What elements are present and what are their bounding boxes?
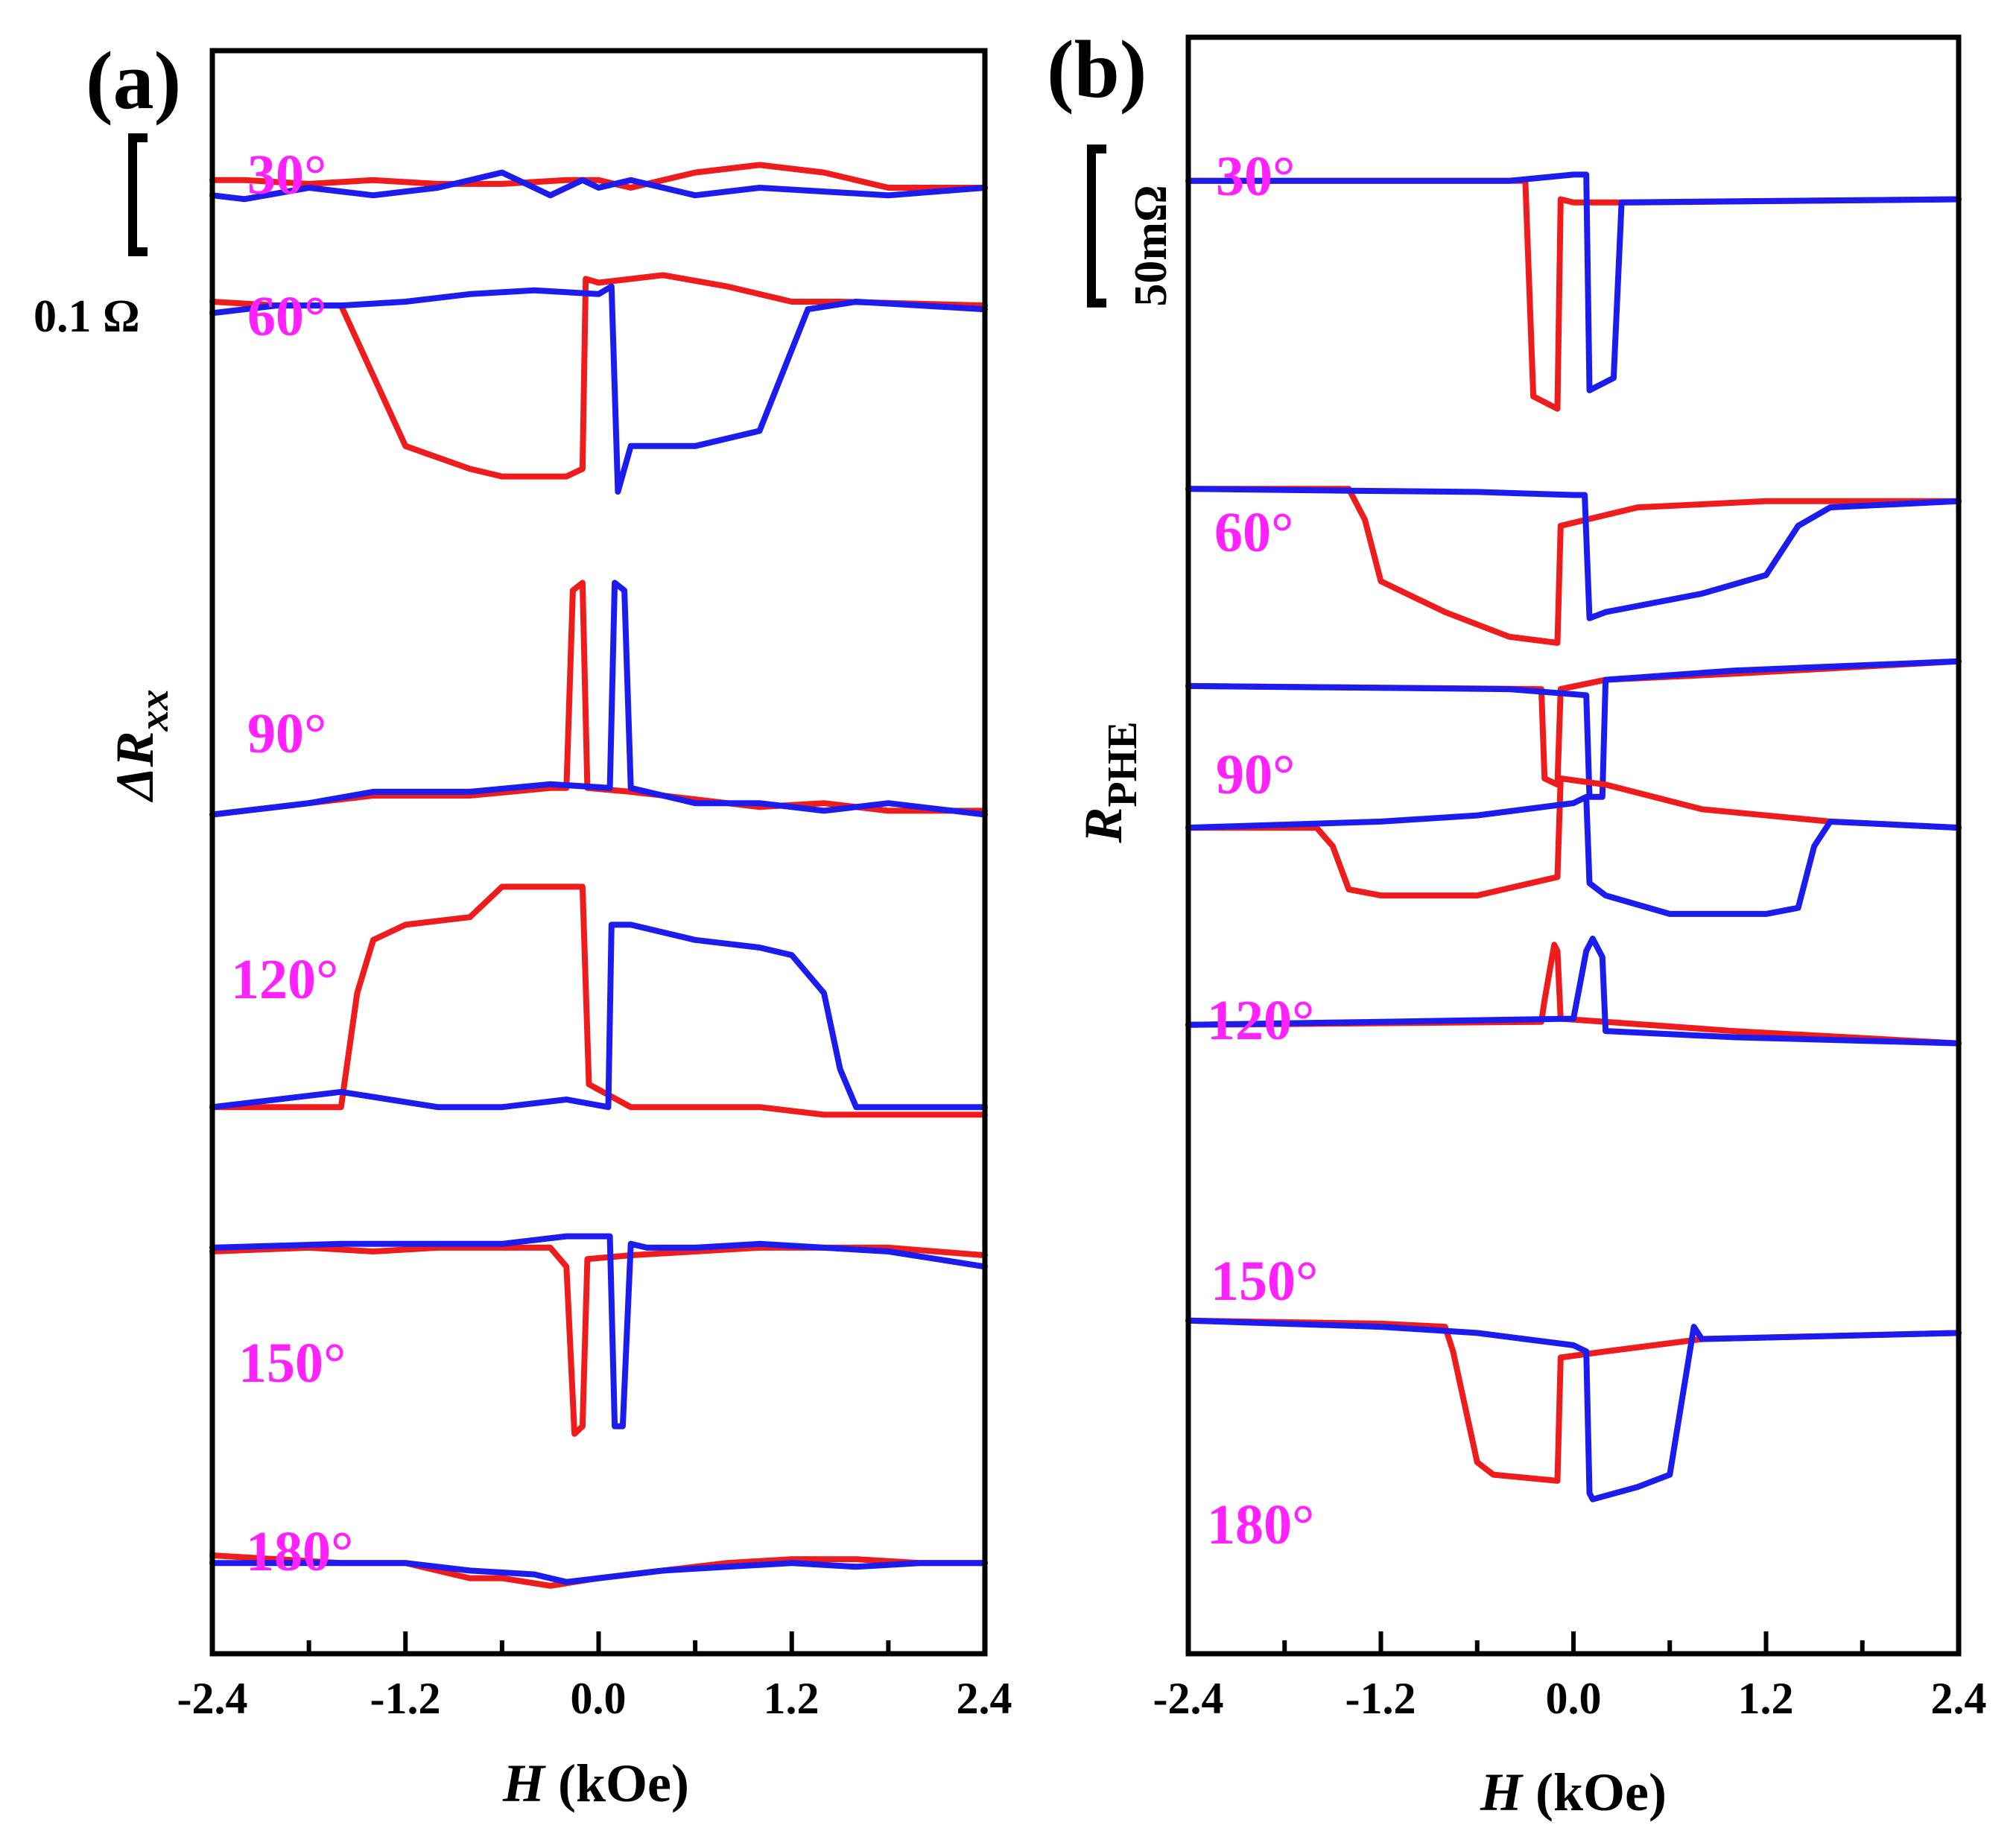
x-tick-label-b-2: 0.0 [1546, 1674, 1602, 1723]
curve-b-180deg-blue [1185, 1317, 1962, 1503]
curve-b-90deg-blue [1185, 658, 1962, 800]
curve-b-60deg-red [1185, 486, 1962, 646]
curve-a-30deg-red [209, 162, 988, 191]
panel-a-angle-labels: 30° 60° 90° 120° 150° 180° [231, 144, 353, 1583]
panel-a-curves [209, 162, 988, 1589]
panel-a-x-axis-label: H (kOe) [502, 1754, 689, 1813]
curve-b-90deg-red [1185, 658, 1962, 788]
panel-a-x-tick-labels: -2.4 -1.2 0.0 1.2 2.4 [177, 1674, 1012, 1723]
x-tick-label-a-1: -1.2 [370, 1674, 441, 1723]
panel-b-curves [1185, 171, 1962, 1503]
panel-b-y-axis-label: RPHE [1074, 721, 1146, 843]
x-tick-label-b-3: 1.2 [1738, 1674, 1794, 1723]
curve-b-150deg-blue [1185, 936, 1962, 1047]
angle-label-b-150: 150° [1211, 1250, 1318, 1313]
curve-a-120deg-red [209, 883, 988, 1118]
angle-label-b-60: 60° [1214, 501, 1293, 564]
curve-a-120deg-blue [209, 921, 988, 1111]
angle-label-a-180: 180° [246, 1520, 353, 1583]
x-tick-label-b-4: 2.4 [1931, 1674, 1987, 1723]
panel-b-angle-labels: 30° 60° 90° 120° 150° 180° [1207, 145, 1318, 1556]
panel-b-label: (b) [1047, 24, 1147, 115]
panel-b: (b) 50mΩ 30° 60° 90° 120° 150° 180° -2.4… [1047, 24, 1987, 1822]
curve-b-30deg-red [1185, 177, 1962, 412]
curve-a-90deg-blue [209, 580, 988, 818]
curve-a-60deg-blue [209, 283, 988, 495]
panel-a-scale-bar: 0.1 Ω [34, 133, 148, 342]
panel-b-x-axis-label: H (kOe) [1480, 1762, 1667, 1822]
angle-label-b-180: 180° [1207, 1494, 1314, 1556]
curve-b-120deg-red [1185, 775, 1962, 899]
angle-label-a-150: 150° [238, 1332, 346, 1394]
scale-bar-b [1087, 145, 1106, 308]
x-tick-label-a-2: 0.0 [571, 1674, 627, 1723]
panel-a-ticks [210, 1631, 987, 1654]
scale-bar-a [128, 133, 148, 256]
x-tick-label-a-0: -2.4 [177, 1674, 248, 1723]
angle-label-b-30: 30° [1216, 145, 1295, 208]
x-tick-label-b-0: -2.4 [1153, 1674, 1224, 1723]
curve-b-30deg-blue [1185, 171, 1962, 393]
scale-bar-b-label: 50mΩ [1126, 185, 1176, 306]
panel-a-y-axis-label: ΔRxx [105, 689, 177, 802]
panel-a-label: (a) [86, 35, 181, 126]
panel-b-x-tick-labels: -2.4 -1.2 0.0 1.2 2.4 [1153, 1674, 1987, 1723]
angle-label-a-60: 60° [247, 285, 326, 348]
curve-b-120deg-blue [1185, 793, 1962, 917]
scale-bar-a-label: 0.1 Ω [34, 291, 140, 342]
angle-label-a-30: 30° [247, 144, 326, 206]
curve-a-180deg-blue [209, 1560, 988, 1585]
panel-a: (a) 0.1 Ω 30° 60° 90° 120° 150° 180° -2.… [34, 35, 1012, 1813]
x-tick-label-a-4: 2.4 [957, 1674, 1012, 1723]
curve-b-60deg-blue [1185, 486, 1962, 621]
curve-a-150deg-blue [209, 1233, 988, 1430]
panel-b-scale-bar: 50mΩ [1087, 145, 1176, 308]
curve-a-90deg-red [209, 580, 988, 818]
panel-b-ticks [1186, 1631, 1961, 1654]
panel-b-frame [1185, 34, 1962, 1657]
angle-label-b-90: 90° [1216, 743, 1295, 806]
angle-label-a-120: 120° [231, 948, 338, 1011]
curve-a-60deg-red [209, 272, 988, 480]
curve-b-150deg-red [1185, 942, 1962, 1047]
curve-a-30deg-blue [209, 169, 988, 203]
x-tick-label-a-3: 1.2 [764, 1674, 820, 1723]
x-tick-label-b-1: -1.2 [1345, 1674, 1416, 1723]
angle-label-a-90: 90° [247, 702, 326, 765]
angle-label-b-120: 120° [1207, 989, 1314, 1052]
